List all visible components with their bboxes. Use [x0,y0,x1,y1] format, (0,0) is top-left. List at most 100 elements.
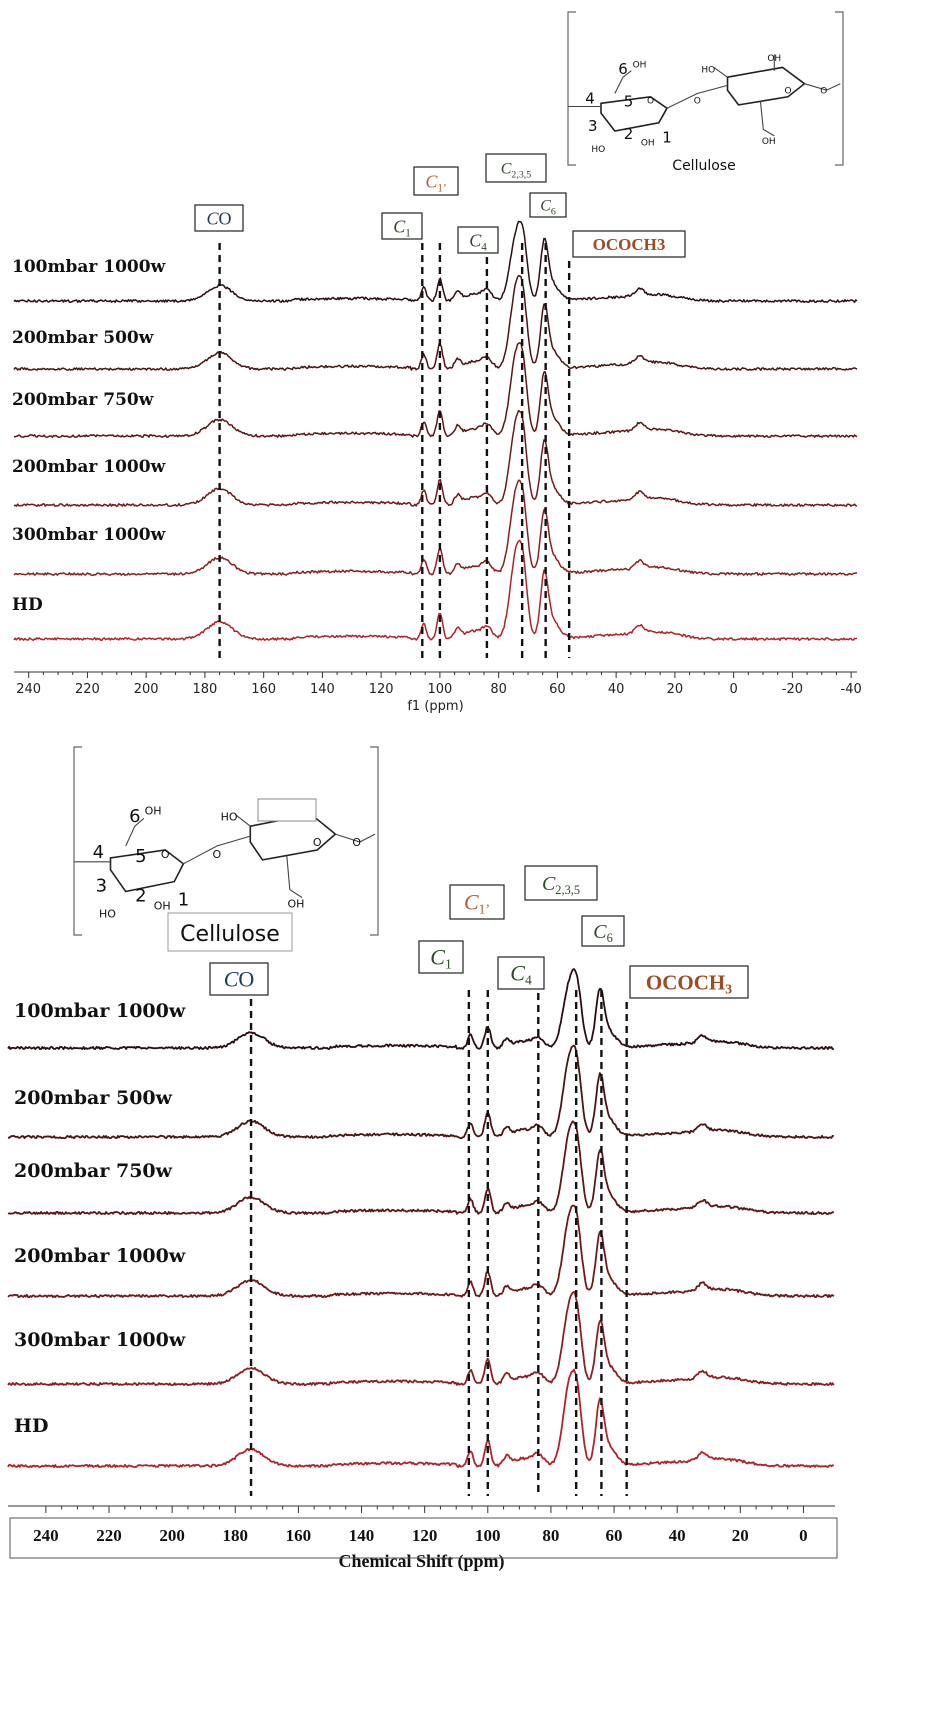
x-tick-label: 160 [251,682,276,697]
svg-text:OH: OH [145,804,162,817]
x-tick-label: 100 [475,1526,501,1545]
structure-label: Cellulose [180,922,280,947]
spectrum-line-2 [14,342,858,438]
svg-text:O: O [784,87,791,97]
x-tick-label: 40 [608,682,625,697]
spectrum-line-3 [13,409,858,507]
spectrum-line-3 [7,1204,835,1299]
peak-label-box [497,956,545,990]
svg-text:2: 2 [135,885,146,906]
peak-label-box [529,192,567,218]
trace-label: 200mbar 750w [12,390,154,410]
svg-text:O: O [161,848,170,861]
spectrum-line-2 [7,1120,835,1216]
peak-label: CO [224,967,255,992]
peak-label-box [194,204,244,232]
x-tick-label: 140 [349,1526,375,1545]
x-tick-label: 60 [549,682,566,697]
x-tick-label: 240 [16,682,41,697]
svg-text:HO: HO [99,907,116,920]
svg-text:OH: OH [633,60,647,70]
x-tick-label: 0 [729,682,737,697]
spectrum-line-5 [7,1368,834,1469]
peak-label: OCOCH3 [646,970,732,996]
peak-label-box [524,865,598,901]
svg-text:OH: OH [767,54,781,64]
svg-text:1: 1 [178,889,189,910]
trace-label: 200mbar 1000w [14,1245,186,1267]
svg-text:3: 3 [96,876,107,897]
axis-frame [9,1517,838,1559]
x-tick-label: -20 [782,682,803,697]
svg-text:6: 6 [618,60,628,78]
svg-text:6: 6 [129,806,140,827]
svg-text:OH: OH [641,139,655,149]
spectrum-line-4 [13,479,857,576]
x-tick-label: -40 [841,682,862,697]
spectrum-line-1 [13,274,858,371]
trace-label: 200mbar 1000w [12,457,166,477]
x-tick-label: 180 [193,682,218,697]
peak-label: C4 [469,230,487,253]
svg-text:O: O [352,836,361,849]
peak-label: CO [206,208,231,228]
svg-text:5: 5 [624,93,634,111]
x-tick-label: 80 [542,1526,559,1545]
x-tick-label: 160 [286,1526,312,1545]
peak-label: C6 [540,198,556,218]
svg-text:4: 4 [93,842,104,863]
x-tick-label: 80 [490,682,507,697]
trace-label: 100mbar 1000w [14,1000,186,1022]
x-tick-label: 120 [369,682,394,697]
x-axis-title: Chemical Shift (ppm) [339,1551,505,1572]
peak-label-box [629,965,749,999]
x-tick-label: 60 [606,1526,623,1545]
svg-text:OH: OH [762,137,776,147]
svg-text:HO: HO [591,145,605,155]
svg-text:HO: HO [701,65,715,75]
svg-text:O: O [313,836,322,849]
svg-text:O: O [820,87,827,97]
x-tick-label: 140 [310,682,335,697]
structure-label: Cellulose [672,158,735,174]
x-tick-label: 100 [427,682,452,697]
peak-label: C1 [393,216,411,239]
peak-label: C4 [510,961,532,988]
bottom-spectrum-panel: 100mbar 1000w 200mbar 500w 200mbar 750w 200… [7,746,838,1572]
svg-text:O: O [213,848,222,861]
svg-text:OH: OH [154,899,171,912]
peak-label-box [485,153,547,183]
peak-label: C2,3,5 [542,873,580,897]
x-tick-label: 0 [799,1526,808,1545]
svg-text:5: 5 [135,846,146,867]
svg-text:4: 4 [585,89,595,107]
peak-label-box [449,884,505,920]
x-tick-label: 200 [134,682,159,697]
svg-text:O: O [647,96,654,106]
trace-label: 100mbar 1000w [12,257,166,277]
x-tick-label: 20 [667,682,684,697]
peak-label-box [418,940,464,974]
svg-text:OH: OH [287,897,304,910]
x-tick-label: 220 [75,682,100,697]
x-tick-label: 40 [669,1526,686,1545]
x-tick-label: 180 [223,1526,249,1545]
trace-label: 200mbar 500w [12,328,154,348]
spectrum-line-0 [13,220,858,303]
spectrum-line-0 [7,968,834,1051]
svg-text:O: O [694,96,701,106]
peak-label: C1 [430,945,452,972]
x-tick-label: 120 [412,1526,438,1545]
peak-label: C6 [593,921,613,945]
svg-text:3: 3 [588,117,598,135]
peak-label-box [413,166,459,196]
peak-label: C2,3,5 [501,161,532,181]
trace-label: 200mbar 750w [14,1160,173,1182]
trace-label: HD [14,1415,48,1437]
svg-text:1: 1 [662,128,672,146]
trace-label: 200mbar 500w [14,1087,173,1109]
